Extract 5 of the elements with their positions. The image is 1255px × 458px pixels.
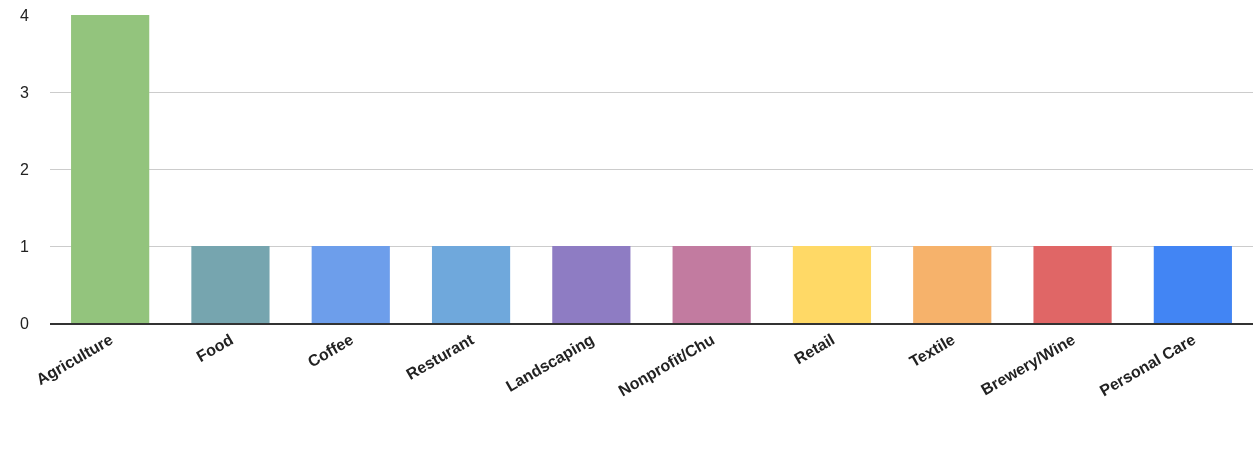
y-tick-label: 3 [20, 83, 30, 101]
y-tick-label: 2 [20, 160, 30, 178]
y-tick-label: 4 [20, 6, 30, 24]
y-tick-label: 1 [20, 237, 30, 255]
y-tick-label: 0 [20, 314, 30, 332]
